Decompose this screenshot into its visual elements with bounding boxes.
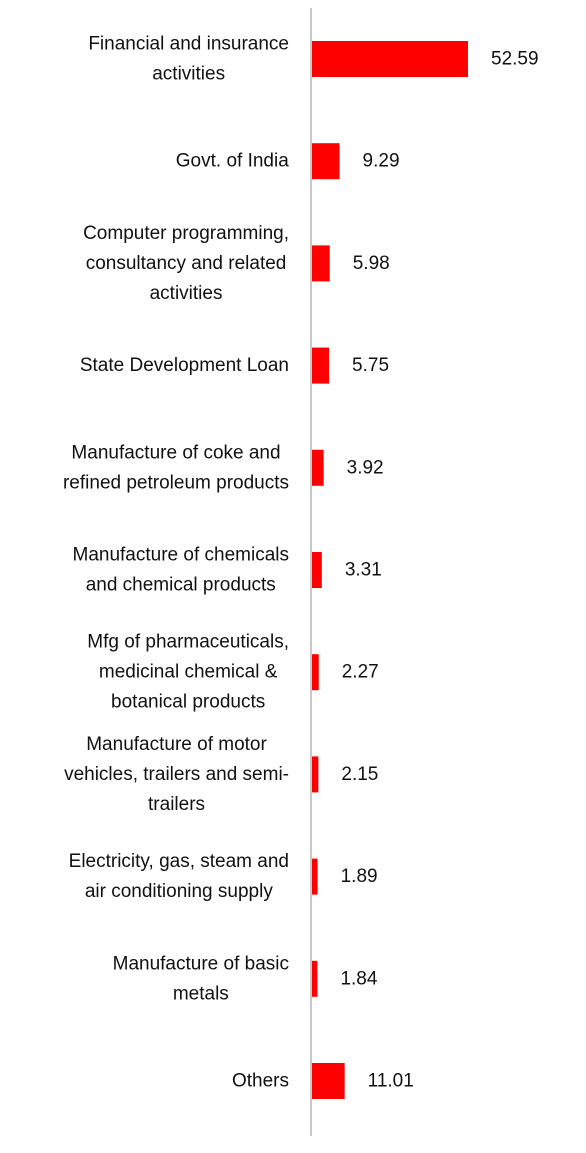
category-label-8: Manufacture of motor vehicles, trailers a… [64,734,289,815]
category-label-4: State Development Loan [80,355,289,376]
bar-4 [312,347,330,384]
value-label-5: 3.92 [347,457,384,478]
category-label-5: Manufacture of coke and refined petroleum… [63,442,289,493]
value-label-3: 5.98 [353,253,390,274]
bar-3 [312,245,330,282]
value-label-7: 2.27 [342,662,379,683]
category-label-9: Electricity, gas, steam and air condition… [69,851,289,902]
category-label-2: Govt. of India [176,151,289,172]
bar-2 [312,143,340,180]
category-label-7: Mfg of pharmaceuticals, medicinal chemica… [87,632,289,713]
category-label-10: Manufacture of basic metals [113,953,289,1004]
value-label-2: 9.29 [363,151,400,172]
bar-10 [312,960,318,997]
bar-9 [312,858,318,895]
value-labels-group: 52.59 9.29 5.98 5.75 3.92 3.31 2.27 2.15 1.89 1.8… [340,49,538,1092]
bar-8 [312,756,319,793]
value-label-1: 52.59 [491,49,539,70]
bar-11 [312,1063,345,1099]
value-label-6: 3.31 [345,560,382,581]
value-label-11: 11.01 [368,1071,414,1092]
bars-group [312,41,468,1099]
value-label-9: 1.89 [341,866,378,887]
category-labels-group: Financial and insurance activities Govt. o… [63,34,289,1092]
value-label-4: 5.75 [352,355,389,376]
value-label-8: 2.15 [341,764,378,785]
bar-6 [312,552,322,588]
bar-5 [312,449,324,486]
bar-7 [312,654,319,691]
category-label-1: Financial and insurance activities [88,34,289,85]
category-label-3: Computer programming, consultancy and rel… [83,223,289,304]
bar-1 [312,41,468,77]
category-label-11: Others [232,1071,289,1092]
category-label-6: Manufacture of chemicals and chemical pro… [73,545,290,596]
value-label-10: 1.84 [340,968,377,989]
